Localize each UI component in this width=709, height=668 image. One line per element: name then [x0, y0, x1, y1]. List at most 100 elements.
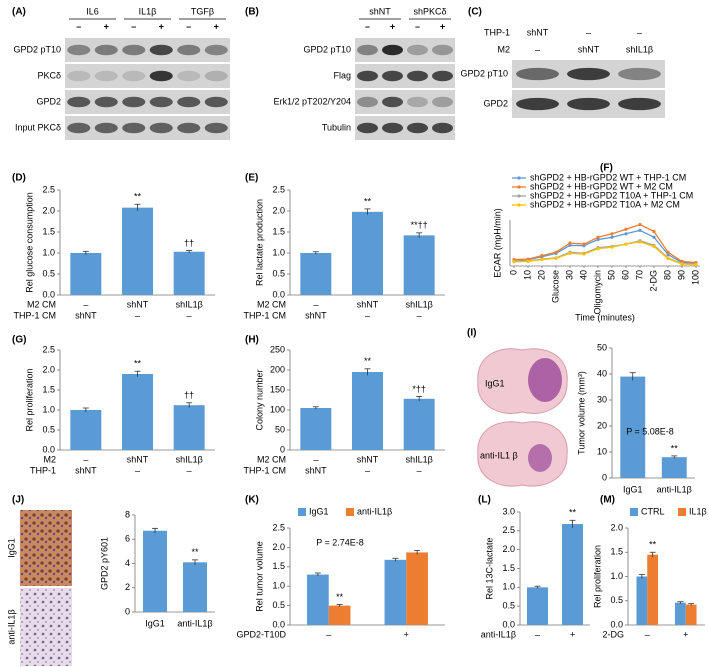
x-tick-label: 30 — [564, 270, 574, 280]
y-tick-label: 0.5 — [42, 268, 55, 278]
significance: ** — [336, 592, 344, 602]
band — [407, 44, 428, 56]
band — [67, 44, 91, 56]
y-tick-label: 1.0 — [42, 247, 55, 257]
point — [540, 254, 544, 258]
condition-value: shNT — [357, 454, 379, 464]
condition-value: – — [645, 629, 650, 639]
row-label: PKCδ — [37, 70, 61, 80]
legend-label: shGPD2 + HB-rGPD2 T10A + M2 CM — [530, 199, 680, 209]
bar — [620, 376, 646, 478]
condition-value: shIL1β — [176, 454, 203, 464]
bar — [403, 235, 435, 295]
x-tick-label: 0 — [508, 270, 518, 275]
band — [122, 70, 146, 82]
bar — [173, 251, 205, 295]
bar — [674, 602, 686, 625]
condition-value: shNT — [75, 465, 97, 475]
y-tick-label: 8 — [125, 509, 130, 519]
x-tick-label: 100 — [690, 270, 700, 285]
image-caption: anti-IL1β — [6, 609, 16, 644]
condition-value: + — [404, 629, 409, 639]
blot-strip — [355, 90, 455, 114]
condition-name: THP-1 — [484, 27, 510, 37]
tumor-stain — [528, 444, 552, 472]
y-tick-label: 0.5 — [272, 600, 285, 610]
panel-label: (M) — [600, 495, 615, 506]
y-tick-label: 1.5 — [272, 561, 285, 571]
condition-value: shIL1β — [626, 44, 653, 54]
group-label: TGFβ — [191, 6, 214, 16]
band — [357, 122, 378, 134]
y-tick-label: 1.5 — [610, 547, 623, 557]
point — [596, 235, 600, 239]
row-label: GPD2 pT10 — [303, 44, 351, 54]
point — [624, 227, 628, 231]
x-tick-label: 50 — [606, 270, 616, 280]
band — [67, 96, 91, 108]
row-label: GPD2 — [483, 98, 508, 108]
row-label: Input PKCδ — [15, 122, 61, 132]
y-axis-label: Rel lactate production — [254, 199, 264, 286]
condition-value: – — [83, 454, 88, 464]
condition-value: shNT — [305, 310, 327, 320]
image-caption: IgG1 — [6, 538, 16, 558]
band — [382, 96, 403, 108]
condition-value: shNT — [127, 454, 149, 464]
x-tick-label: 60 — [620, 270, 630, 280]
condition-value: shNT — [305, 465, 327, 475]
image-caption: IgG1 — [485, 378, 505, 388]
band — [432, 70, 453, 82]
condition-value: shIL1β — [406, 454, 433, 464]
y-tick-label: 1.5 — [502, 563, 515, 573]
y-tick-label: 250 — [270, 344, 285, 354]
x-tick-label: 80 — [662, 270, 672, 280]
y-tick-label: 0.0 — [42, 444, 55, 454]
band — [122, 44, 146, 56]
y-tick-label: 2.5 — [502, 525, 515, 535]
point — [554, 250, 558, 254]
band — [177, 122, 201, 134]
band — [516, 67, 559, 81]
condition-value: – — [83, 299, 88, 309]
y-tick-label: 2.0 — [272, 205, 285, 215]
band — [149, 122, 173, 134]
condition-name: THP-1 CM — [14, 310, 57, 320]
panel-label: (E) — [245, 173, 258, 184]
point — [624, 232, 628, 236]
panel-label: (G) — [12, 335, 26, 346]
y-tick-label: 0.5 — [502, 601, 515, 611]
y-tick-label: 1.0 — [610, 571, 623, 581]
condition-value: – — [135, 310, 140, 320]
x-tick-label: 70 — [634, 270, 644, 280]
y-tick-label: 50 — [597, 342, 607, 352]
y-tick-label: 2.5 — [42, 344, 55, 354]
row-label: GPD2 — [36, 96, 61, 106]
y-axis-label: Tumor volume (mm³) — [576, 371, 586, 455]
point — [512, 260, 516, 264]
brain-images — [20, 348, 568, 666]
y-tick-label: 150 — [270, 384, 285, 394]
panel-label: (C) — [468, 7, 482, 18]
row-label: Erk1/2 pT202/Y204 — [273, 96, 351, 106]
y-axis-label: GPD2 pY601 — [99, 537, 109, 590]
point — [638, 223, 642, 227]
condition-value: – — [135, 465, 140, 475]
significance: ** — [364, 196, 372, 206]
lane-label: – — [76, 21, 81, 31]
y-axis-label: Rel proliferation — [24, 368, 34, 431]
point — [582, 242, 586, 246]
condition-name: THP-1 CM — [244, 465, 287, 475]
x-tick-label: IgG1 — [623, 484, 643, 494]
panel-label: (L) — [478, 495, 491, 506]
x-tick-label: 20 — [536, 270, 546, 280]
tumor-stain — [528, 358, 562, 402]
condition-value: – — [417, 465, 422, 475]
lane-label: + — [440, 21, 445, 31]
bar — [352, 372, 383, 450]
condition-name: M2 CM — [27, 299, 56, 309]
x-tick-label: 90 — [676, 270, 686, 280]
significance: ** — [134, 359, 142, 369]
bar — [406, 552, 428, 625]
